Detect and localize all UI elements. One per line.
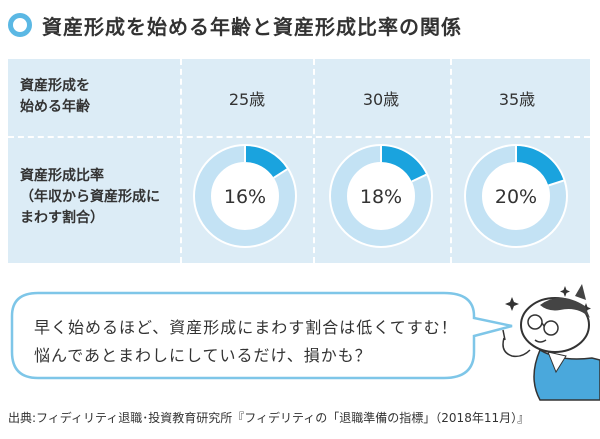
donut-value-label: 16% xyxy=(224,186,266,208)
column-divider xyxy=(450,59,452,263)
column-divider xyxy=(180,59,182,263)
source-citation: 出典:フィディリティ退職･投資教育研究所『フィデリティの「退職準備の指標」（20… xyxy=(8,411,530,425)
circle-bullet-icon xyxy=(8,13,32,37)
column-header-30: 30歳 xyxy=(362,90,400,109)
donut-separator xyxy=(548,179,564,187)
bubble-line-2: 悩んであとまわしにしているだけ、損かも？ xyxy=(34,346,372,365)
donut-slice xyxy=(515,146,564,186)
row-label-line: 始める年齢 xyxy=(20,99,90,115)
donut-slice xyxy=(380,146,427,182)
bubble-line-1: 早く始めるほど、資産形成にまわす割合は低くてすむ！ xyxy=(34,318,458,337)
donut-value-label: 20% xyxy=(495,186,537,208)
column-divider xyxy=(313,59,315,263)
title-row: 資産形成を始める年齢と資産形成比率の関係 xyxy=(8,10,462,40)
row-label-line: （年収から資産形成に xyxy=(20,189,160,205)
character-illustration xyxy=(502,284,600,401)
column-header-25: 25歳 xyxy=(228,90,266,109)
row-label-line: 資産形成を xyxy=(20,78,90,94)
row-label-ratio: 資産形成比率 （年収から資産形成に まわす割合） xyxy=(20,166,160,229)
column-header-35: 35歳 xyxy=(498,90,536,109)
row-label-line: 資産形成比率 xyxy=(20,168,104,184)
bubble-outline xyxy=(10,291,513,380)
donut-slice xyxy=(244,146,288,179)
donut-separator xyxy=(273,168,288,179)
row-label-line: まわす割合） xyxy=(20,210,104,226)
row-divider xyxy=(8,136,590,138)
donut-value-label: 18% xyxy=(360,186,402,208)
row-label-start-age: 資産形成を 始める年齢 xyxy=(20,76,90,118)
donut-separator xyxy=(411,173,427,183)
page-title: 資産形成を始める年齢と資産形成比率の関係 xyxy=(42,14,462,39)
